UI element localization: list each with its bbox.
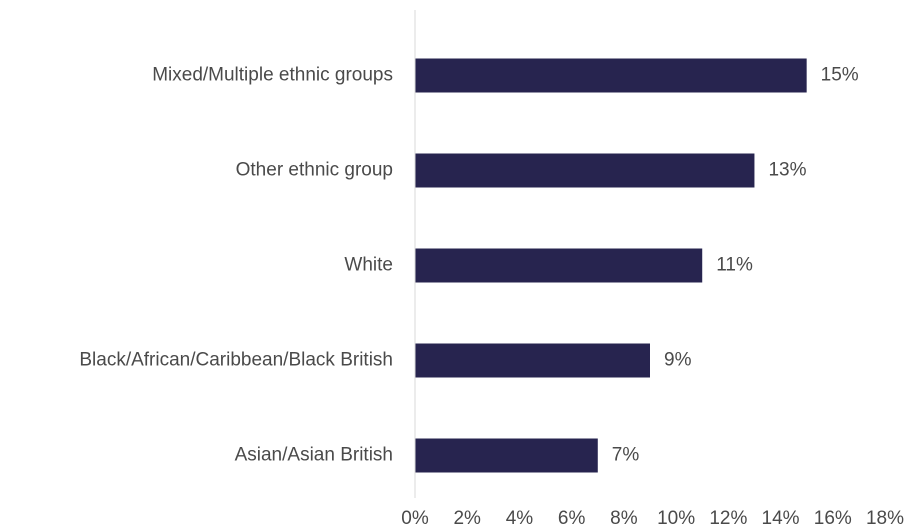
bar-4 — [415, 438, 598, 473]
bars — [415, 58, 807, 473]
x-axis-tick-labels: 0% 2% 4% 6% 8% 10% 12% 14% 16% 18% — [401, 508, 904, 529]
x-tick-label-5: 10% — [657, 508, 695, 529]
value-label-4: 7% — [612, 445, 640, 466]
x-tick-label-8: 16% — [814, 508, 852, 529]
category-label-0: Mixed/Multiple ethnic groups — [152, 65, 393, 86]
value-labels: 15% 13% 11% 9% 7% — [612, 65, 859, 466]
bar-0 — [415, 58, 807, 93]
category-label-2: White — [344, 255, 393, 276]
value-label-1: 13% — [768, 160, 806, 181]
category-label-1: Other ethnic group — [236, 160, 393, 181]
x-tick-label-6: 12% — [709, 508, 747, 529]
x-tick-label-3: 6% — [558, 508, 586, 529]
category-labels: Mixed/Multiple ethnic groups Other ethnic… — [79, 65, 393, 466]
x-tick-label-7: 14% — [762, 508, 800, 529]
bar-2 — [415, 248, 703, 283]
x-tick-label-4: 8% — [610, 508, 638, 529]
x-tick-label-1: 2% — [453, 508, 481, 529]
category-label-4: Asian/Asian British — [235, 445, 393, 466]
bar-3 — [415, 343, 650, 378]
value-label-3: 9% — [664, 350, 692, 371]
value-label-0: 15% — [821, 65, 859, 86]
category-label-3: Black/African/Caribbean/Black British — [79, 350, 393, 371]
value-label-2: 11% — [716, 255, 753, 276]
x-tick-label-9: 18% — [866, 508, 904, 529]
bar-1 — [415, 153, 755, 188]
x-tick-label-2: 4% — [506, 508, 534, 529]
x-tick-label-0: 0% — [401, 508, 429, 529]
